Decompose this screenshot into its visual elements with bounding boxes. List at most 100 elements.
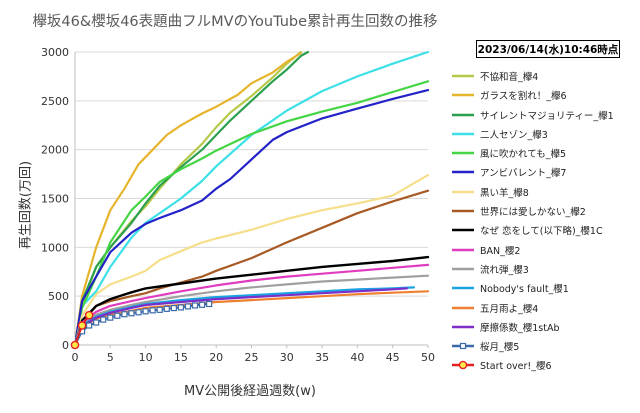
x-tick-label: 40 xyxy=(350,351,364,364)
legend-swatch xyxy=(452,171,474,174)
x-tick-label: 10 xyxy=(139,351,153,364)
legend-swatch xyxy=(452,132,474,136)
series-line-13 xyxy=(75,287,408,346)
legend-label: 世界には愛しかない_欅2 xyxy=(480,207,586,219)
series-line-1 xyxy=(75,51,302,346)
series-marker-square xyxy=(121,311,128,318)
legend-swatch xyxy=(452,229,474,232)
x-tick-label: 30 xyxy=(280,351,294,364)
legend-swatch xyxy=(452,343,474,350)
legend-label: 五月雨よ_櫻4 xyxy=(480,303,539,315)
series-line-10 xyxy=(75,274,430,346)
legend: 不協和音_欅4 ガラスを割れ！_欅6 サイレントマジョリティー_欅1 二人セゾン_欅3… xyxy=(448,66,638,375)
legend-item: 流れ弾_櫻3 xyxy=(448,259,638,278)
series-marker-square xyxy=(100,316,107,323)
legend-label: 二人セゾン_欅3 xyxy=(480,129,548,141)
x-tick-label: 35 xyxy=(315,351,329,364)
legend-item: 不協和音_欅4 xyxy=(448,66,638,85)
legend-swatch xyxy=(452,287,474,290)
y-tick-label: 2000 xyxy=(41,144,69,157)
legend-swatch xyxy=(452,190,474,193)
legend-label: なぜ 恋をして(以下略)_櫻1C xyxy=(480,226,603,238)
timestamp-box: 2023/06/14(水)10:46時点 xyxy=(476,40,620,58)
legend-swatch xyxy=(452,113,474,116)
legend-item: 風に吹かれても_欅5 xyxy=(448,143,638,162)
series-marker-square xyxy=(86,322,93,329)
legend-item: ガラスを割れ！_欅6 xyxy=(448,85,638,104)
legend-label: アンビバレント_欅7 xyxy=(480,168,567,180)
series-line-9 xyxy=(75,263,430,346)
legend-label: BAN_櫻2 xyxy=(480,245,521,257)
series-marker-circle xyxy=(77,321,87,330)
x-tick-label: 15 xyxy=(174,351,188,364)
legend-item: Nobody's fault_櫻1 xyxy=(448,278,638,297)
chart-title: 欅坂46&櫻坂46表題曲フルMVのYouTube累計再生回数の推移 xyxy=(32,14,438,30)
legend-swatch xyxy=(452,209,474,213)
y-axis-label: 再生回数(万回) xyxy=(18,160,34,250)
legend-label: 摩擦係数_櫻1stAb xyxy=(480,322,560,334)
series-marker-circle xyxy=(84,310,94,320)
legend-swatch xyxy=(452,267,474,271)
x-tick-label: 0 xyxy=(72,351,79,364)
x-tick-label: 20 xyxy=(209,351,223,364)
legend-swatch xyxy=(452,94,474,97)
series-line-6 xyxy=(75,174,430,346)
y-tick-label: 2500 xyxy=(41,95,69,108)
y-tick-label: 1000 xyxy=(41,241,69,254)
legend-item: なぜ 恋をして(以下略)_櫻1C xyxy=(448,220,638,239)
legend-item: Start over!_櫻6 xyxy=(448,355,638,374)
series-marker-square xyxy=(135,309,142,316)
y-tick-label: 500 xyxy=(48,290,69,303)
legend-item: 二人セゾン_欅3 xyxy=(448,124,638,143)
x-tick-label: 50 xyxy=(421,351,435,364)
series-line-12 xyxy=(75,290,430,346)
legend-item: 桜月_櫻5 xyxy=(448,336,638,355)
series-marker-square xyxy=(149,307,156,314)
legend-label: サイレントマジョリティー_欅1 xyxy=(480,110,614,122)
x-tick-label: 5 xyxy=(107,351,114,364)
series-marker-square xyxy=(93,319,100,326)
series-marker-square xyxy=(142,308,149,315)
legend-label: 桜月_櫻5 xyxy=(480,342,520,354)
legend-label: Nobody's fault_櫻1 xyxy=(480,284,569,296)
series-marker-square xyxy=(184,303,192,310)
series-marker-square xyxy=(156,306,163,313)
y-tick-label: 0 xyxy=(62,339,69,352)
legend-label: Start over!_櫻6 xyxy=(480,361,552,373)
legend-label: 風に吹かれても_欅5 xyxy=(480,149,567,161)
y-tick-label: 3000 xyxy=(41,46,69,59)
legend-label: 黒い羊_欅8 xyxy=(480,187,529,199)
legend-item: アンビバレント_欅7 xyxy=(448,162,638,181)
legend-swatch xyxy=(452,248,474,251)
series-line-5 xyxy=(75,89,430,346)
legend-item: 世界には愛しかない_欅2 xyxy=(448,201,638,220)
legend-item: 五月雨よ_櫻4 xyxy=(448,298,638,317)
series-marker-square xyxy=(128,310,135,317)
legend-swatch xyxy=(452,325,474,329)
series-line-3 xyxy=(75,51,430,346)
series-marker-square xyxy=(114,312,121,319)
legend-item: BAN_櫻2 xyxy=(448,240,638,259)
series-marker-square xyxy=(107,314,114,321)
x-tick-label: 25 xyxy=(245,351,259,364)
series-marker-square xyxy=(163,305,170,312)
legend-label: ガラスを割れ！_欅6 xyxy=(480,91,567,103)
series-marker-circle xyxy=(70,340,80,350)
legend-item: サイレントマジョリティー_欅1 xyxy=(448,105,638,124)
series-line-8 xyxy=(75,255,430,346)
legend-item: 摩擦係数_櫻1stAb xyxy=(448,317,638,336)
y-tick-label: 1500 xyxy=(41,193,69,206)
x-axis-label: MV公開後経過週数(w) xyxy=(184,384,316,399)
x-tick-label: 45 xyxy=(386,351,400,364)
legend-item: 黒い羊_欅8 xyxy=(448,182,638,201)
series-line-4 xyxy=(75,80,430,346)
legend-swatch xyxy=(452,306,474,309)
legend-label: 流れ弾_櫻3 xyxy=(480,264,529,276)
series-marker-square xyxy=(177,304,184,311)
legend-label: 不協和音_欅4 xyxy=(480,72,539,83)
legend-swatch xyxy=(452,361,474,370)
legend-swatch xyxy=(452,74,474,78)
series-marker-square xyxy=(206,300,213,308)
series-marker-square xyxy=(170,304,177,312)
